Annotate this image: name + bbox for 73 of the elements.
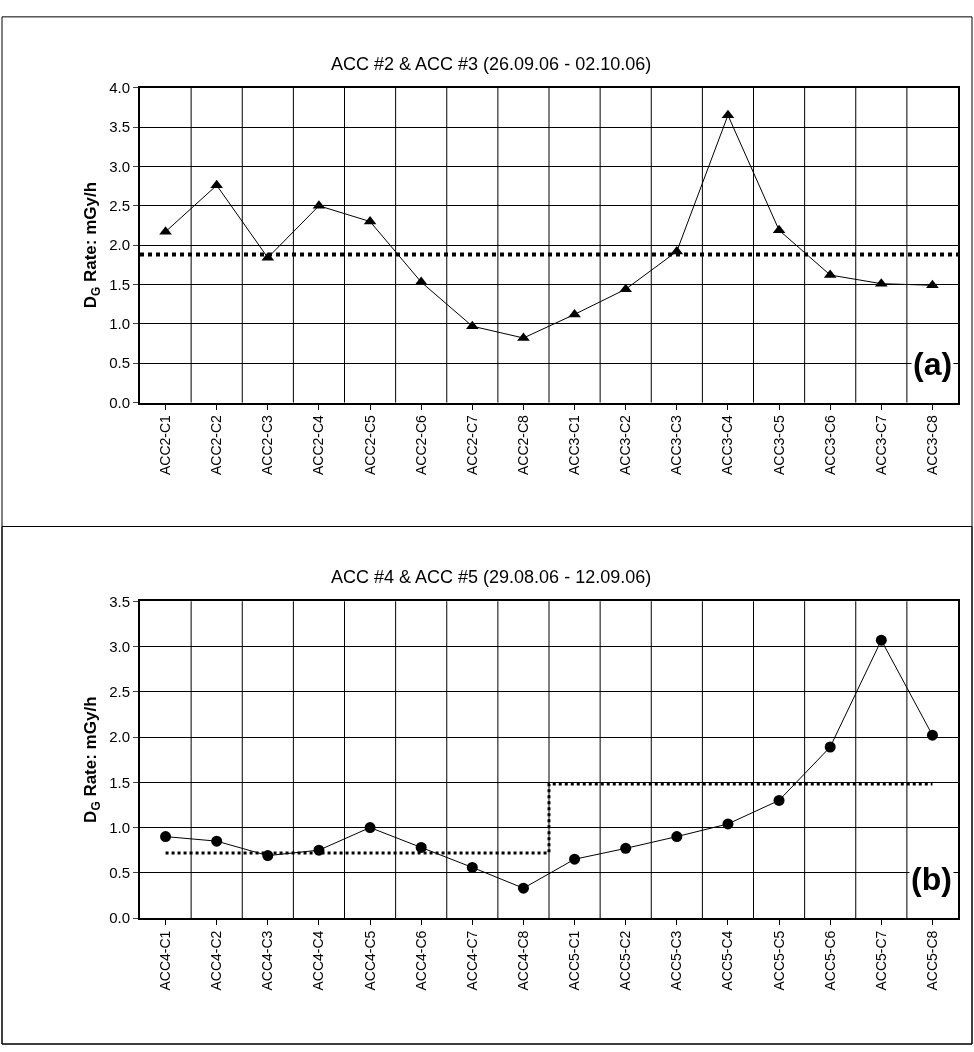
x-tick-label: ACC4-C3 [259, 930, 276, 991]
x-tick-label: ACC5-C3 [668, 930, 685, 991]
point [568, 308, 581, 318]
point [210, 179, 224, 189]
point [671, 831, 683, 843]
point [721, 109, 735, 119]
chart-title: ACC #2 & ACC #3 (26.09.06 - 02.10.06) [331, 54, 652, 74]
point [313, 844, 325, 856]
x-tick-label: ACC4-C7 [463, 930, 480, 991]
point [466, 861, 478, 873]
y-tick-label: 3.5 [109, 118, 130, 136]
point [415, 841, 427, 853]
point [364, 822, 376, 834]
point [824, 741, 836, 753]
x-tick-label: ACC3-C7 [872, 414, 889, 476]
x-tick-label: ACC2-C5 [361, 414, 378, 476]
x-tick-label: ACC4-C4 [310, 930, 327, 991]
point [262, 850, 274, 862]
x-tick-label: ACC3-C5 [770, 414, 787, 476]
x-tick-label: ACC3-C2 [617, 414, 634, 476]
y-tick-label: 1.0 [109, 818, 130, 836]
y-tick-label: 0.5 [109, 864, 130, 882]
x-tick-label: ACC2-C3 [259, 414, 276, 476]
point [722, 818, 734, 830]
y-tick-label: 3.0 [109, 157, 130, 175]
x-tick-label: ACC5-C8 [923, 930, 940, 991]
y-tick-label: 2.0 [109, 728, 130, 746]
x-tick-label: ACC3-C1 [566, 414, 583, 476]
annotation: (a) [913, 346, 953, 382]
y-tick-label: 2.5 [109, 683, 130, 701]
y-tick-label: 0.0 [109, 393, 130, 411]
chart-title: ACC #4 & ACC #5 (29.08.06 - 12.09.06) [331, 567, 652, 587]
x-tick-label: ACC2-C1 [157, 414, 174, 476]
x-tick-label: ACC3-C4 [719, 414, 736, 476]
x-tick-label: ACC2-C4 [310, 414, 327, 476]
y-tick-label: 2.0 [109, 236, 130, 254]
point [773, 794, 785, 806]
point [517, 882, 529, 894]
y-tick-label: 1.5 [109, 275, 130, 293]
point [926, 279, 939, 289]
x-tick-label: ACC5-C6 [821, 930, 838, 991]
x-tick-label: ACC4-C5 [361, 930, 378, 991]
x-tick-label: ACC3-C6 [821, 414, 838, 476]
x-tick-label: ACC3-C3 [668, 414, 685, 476]
x-tick-label: ACC5-C4 [719, 930, 736, 991]
x-tick-label: ACC2-C8 [514, 414, 531, 476]
y-tick-label: 1.0 [109, 315, 130, 333]
x-tick-label: ACC5-C7 [872, 930, 889, 991]
x-tick-label: ACC4-C2 [208, 930, 225, 991]
point [926, 729, 938, 741]
annotation: (b) [911, 861, 952, 897]
x-tick-label: ACC4-C1 [157, 930, 174, 991]
x-tick-label: ACC2-C6 [412, 414, 429, 476]
y-tick-label: 0.5 [109, 354, 130, 372]
y-tick-label: 3.0 [109, 637, 130, 655]
point [569, 853, 581, 865]
point [875, 634, 887, 646]
x-tick-label: ACC5-C1 [566, 930, 583, 991]
y-tick-label: 2.5 [109, 197, 130, 215]
x-tick-label: ACC4-C8 [514, 930, 531, 991]
x-tick-label: ACC2-C2 [208, 414, 225, 476]
point [211, 835, 223, 847]
x-tick-label: ACC3-C8 [923, 414, 940, 476]
point [620, 842, 632, 854]
x-tick-label: ACC4-C6 [412, 930, 429, 991]
x-tick-label: ACC5-C5 [770, 930, 787, 991]
y-tick-label: 1.5 [109, 773, 130, 791]
y-tick-label: 0.0 [109, 909, 130, 927]
x-tick-label: ACC2-C7 [463, 414, 480, 476]
point [160, 831, 172, 843]
y-tick-label: 4.0 [109, 78, 130, 96]
x-tick-label: ACC5-C2 [617, 930, 634, 991]
y-tick-label: 3.5 [109, 592, 130, 610]
